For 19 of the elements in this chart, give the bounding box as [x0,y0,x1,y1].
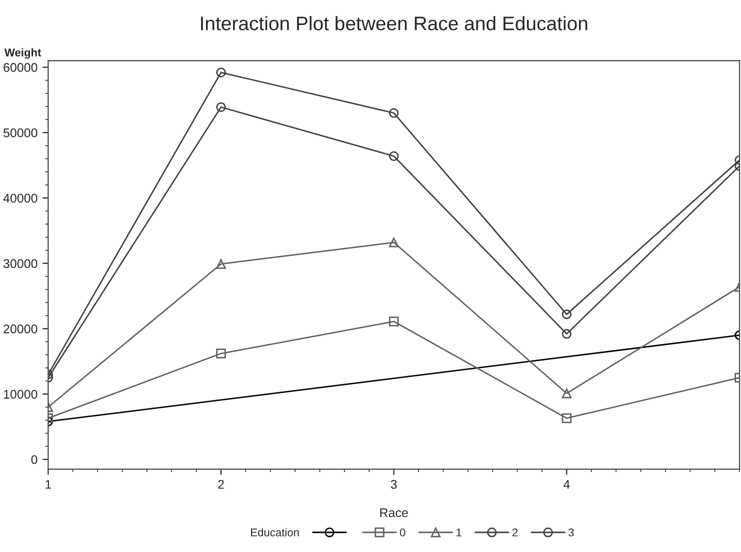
legend-label: 3 [568,528,574,536]
y-tick-label: 40000 [3,194,38,203]
legend-label: 1 [456,528,462,536]
y-tick-label: 50000 [3,128,38,138]
x-axis-title: Race [380,508,408,518]
legend-label: 0 [400,528,406,536]
x-tick-label: 4 [563,480,570,489]
y-tick-label: 20000 [4,324,38,334]
legend-label: 2 [512,528,518,536]
y-tick-label: 10000 [4,390,38,399]
chart-title: Interaction Plot between Race and Education [201,16,588,30]
y-tick-label: 60000 [4,63,38,72]
x-tick-label: 3 [390,480,397,489]
y-axis-title: Weight [4,48,42,59]
x-tick-label: 1 [46,480,52,489]
x-tick-label: 2 [218,480,224,489]
legend-title: Education [251,528,299,536]
y-tick-label: 30000 [3,259,38,268]
y-tick-label: 0 [31,455,38,464]
